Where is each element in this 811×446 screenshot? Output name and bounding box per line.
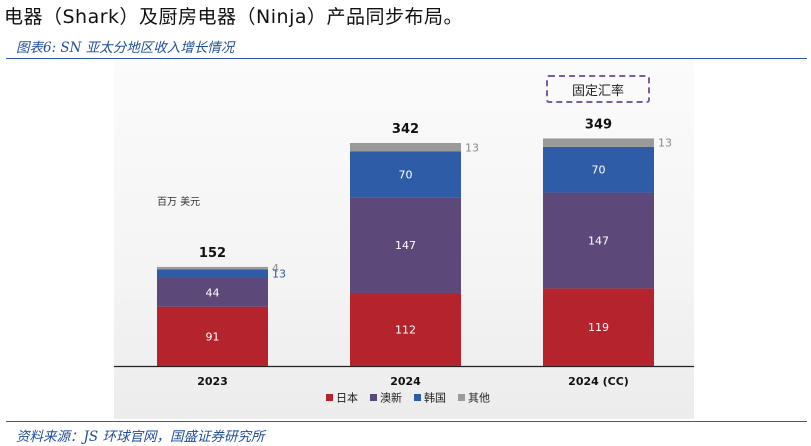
legend-swatch-其他 xyxy=(458,394,465,401)
legend-label-其他: 其他 xyxy=(468,392,490,405)
segment-label-韩国-0: 13 xyxy=(272,268,286,281)
category-label-1: 2024 xyxy=(390,375,421,388)
segment-label-其他-1: 13 xyxy=(465,141,479,154)
segment-label-澳新-0: 44 xyxy=(206,286,220,299)
segment-label-其他-2: 13 xyxy=(658,137,672,150)
segment-label-日本-2: 119 xyxy=(588,321,609,334)
fixed-fx-badge: 固定汇率 xyxy=(546,75,650,103)
bar-segment-韩国-1 xyxy=(350,151,461,198)
bar-segment-日本-0 xyxy=(157,306,268,366)
unit-label: 百万 美元 xyxy=(157,197,201,208)
legend-swatch-韩国 xyxy=(414,394,421,401)
legend-label-澳新: 澳新 xyxy=(380,391,402,405)
segment-label-澳新-1: 147 xyxy=(395,239,416,252)
chart-panel: 91 44 13 4 152 2023 112 147 70 13 342 2024 119 147 70 1… xyxy=(114,60,694,419)
segment-label-澳新-2: 147 xyxy=(588,234,609,247)
segment-label-韩国-2: 70 xyxy=(592,164,606,177)
total-label-0: 152 xyxy=(199,246,226,261)
category-label-0: 2023 xyxy=(197,375,228,388)
legend-swatch-日本 xyxy=(326,394,333,401)
bottom-rule xyxy=(6,421,807,422)
category-label-2: 2024 (CC) xyxy=(568,375,629,388)
segment-label-其他-0: 4 xyxy=(272,262,279,275)
bar-segment-澳新-1 xyxy=(350,197,461,293)
legend-swatch-澳新 xyxy=(370,394,377,401)
segment-label-日本-0: 91 xyxy=(206,330,220,343)
segment-label-韩国-1: 70 xyxy=(399,168,413,181)
bar-segment-其他-0 xyxy=(157,266,268,270)
bar-segment-澳新-0 xyxy=(157,277,268,307)
bar-segment-其他-2 xyxy=(543,138,654,147)
source-note: 资料来源：JS 环球官网，国盛证券研究所 xyxy=(16,429,265,445)
intro-text: 电器（Shark）及厨房电器（Ninja）产品同步布局。 xyxy=(4,6,464,28)
total-label-1: 342 xyxy=(392,122,419,137)
segment-label-日本-1: 112 xyxy=(395,323,416,336)
bar-segment-韩国-0 xyxy=(157,269,268,278)
total-label-2: 349 xyxy=(585,117,612,132)
legend-label-日本: 日本 xyxy=(336,391,358,405)
top-rule xyxy=(6,58,807,59)
bar-segment-其他-1 xyxy=(350,143,461,152)
figure-label: 图表6: SN 亚太分地区收入增长情况 xyxy=(16,40,235,56)
bar-segment-日本-2 xyxy=(543,288,654,366)
bar-segment-日本-1 xyxy=(350,292,461,366)
chart-svg: 9144134152202311214770133422024119147701… xyxy=(114,117,694,405)
bar-segment-澳新-2 xyxy=(543,192,654,289)
legend-label-韩国: 韩国 xyxy=(424,391,446,405)
bar-segment-韩国-2 xyxy=(543,146,654,193)
